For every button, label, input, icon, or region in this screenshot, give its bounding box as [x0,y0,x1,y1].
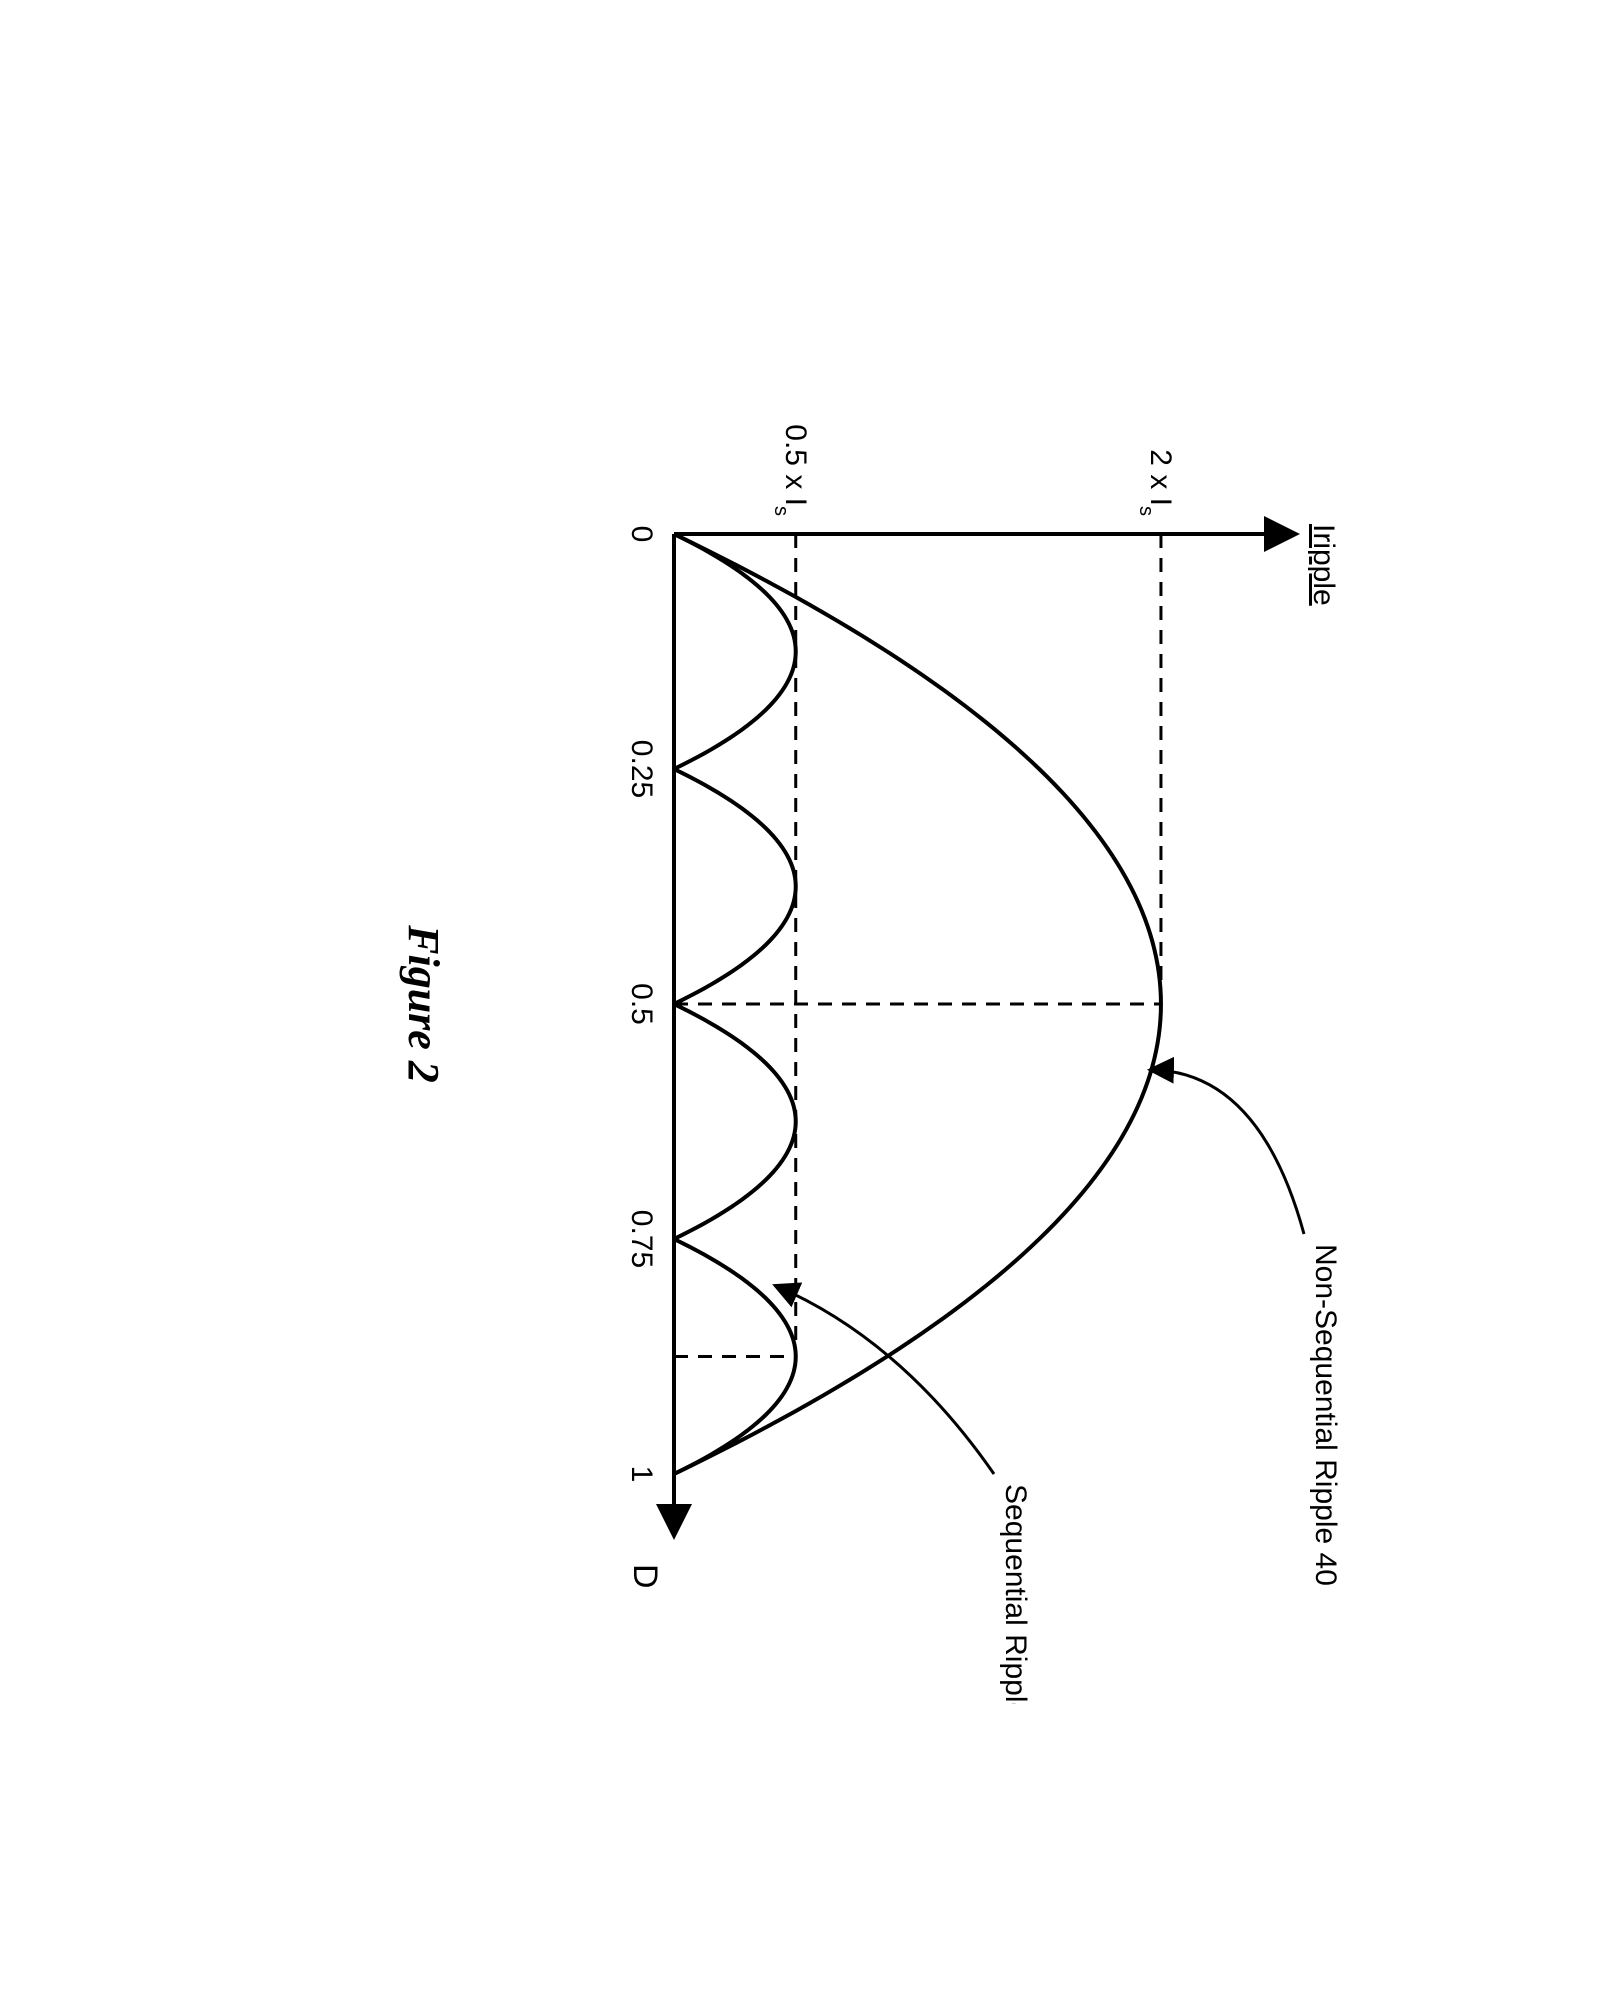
sequential-leader [776,1286,994,1474]
x-tick-label: 0.75 [625,1210,658,1268]
non-sequential-label: Non-Sequential Ripple 40 [1309,1244,1342,1586]
page: { "canvas": { "width": 1617, "height": 2… [0,0,1617,2008]
ripple-chart: 0 0.25 0.5 0.75 1 D 0.5 x Is 2 x Is Iripple Non-S… [534,304,1384,1704]
x-tick-label: 1 [625,1466,658,1483]
x-tick-label: 0 [625,526,658,543]
y-tick-label: 0.5 x Is [769,424,811,516]
figure-caption: Figure 2 [398,304,449,1704]
non-sequential-leader [1151,1070,1304,1234]
rotated-stage: 0 0.25 0.5 0.75 1 D 0.5 x Is 2 x Is Iripple Non-S… [234,304,1384,1704]
x-axis-label: D [626,1564,664,1589]
x-tick-label: 0.5 [625,983,658,1025]
sequential-ripple-lobe [674,534,796,769]
y-axis-label: Iripple [1307,524,1340,606]
y-tick-label: 2 x Is [1134,449,1176,516]
sequential-ripple-lobe [674,1004,796,1239]
sequential-label: Sequential Ripple 42 [999,1484,1032,1704]
x-tick-label: 0.25 [625,740,658,798]
sequential-ripple-lobe [674,769,796,1004]
